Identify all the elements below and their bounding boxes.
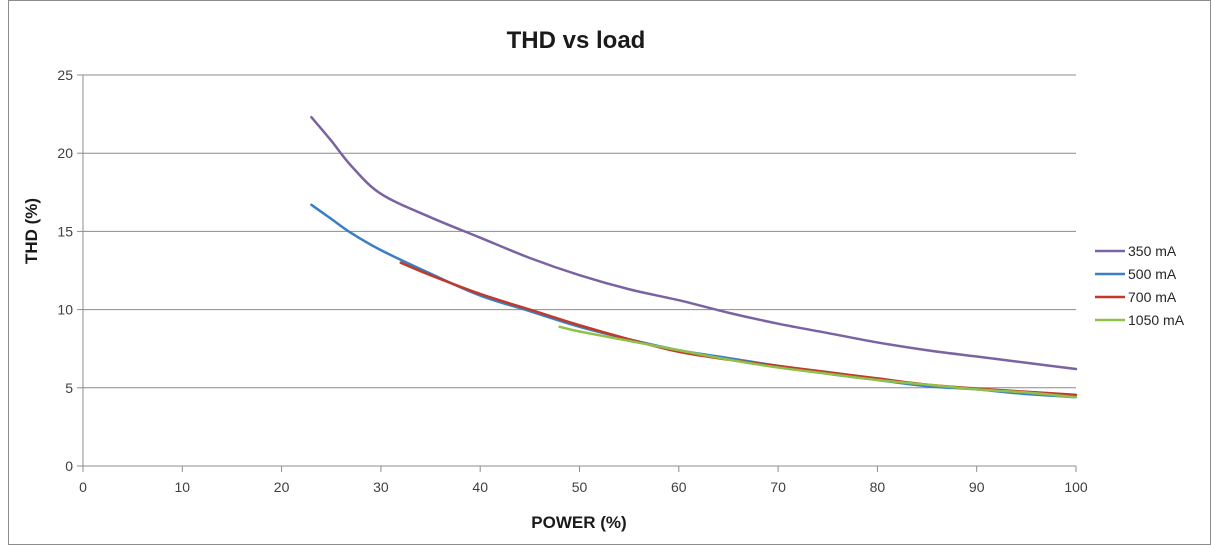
y-tick-label: 0 [65, 458, 73, 474]
thd-line-chart: THD vs load 0 5 10 15 20 25 0 10 20 30 40 50 60 70 80 9… [22, 27, 1185, 532]
x-tick-label: 60 [671, 479, 687, 495]
x-axis-title: POWER (%) [531, 513, 626, 532]
x-tick-label: 0 [79, 479, 87, 495]
x-tick-label: 90 [969, 479, 985, 495]
y-axis-title: THD (%) [22, 198, 41, 264]
x-tick-label: 70 [770, 479, 786, 495]
x-tick-label: 100 [1064, 479, 1088, 495]
x-tick-label: 30 [373, 479, 389, 495]
series-line-500-ma [310, 203, 1078, 399]
y-tick-label: 5 [65, 380, 73, 396]
gridlines [83, 74, 1076, 389]
chart-title: THD vs load [507, 27, 646, 54]
legend-label-1050-ma: 1050 mA [1128, 312, 1185, 328]
x-tick-label: 40 [472, 479, 488, 495]
series-line-700-ma [399, 261, 1078, 397]
x-tick-label: 80 [870, 479, 886, 495]
x-tick-label: 20 [274, 479, 290, 495]
axes [77, 74, 1077, 472]
y-tick-label: 15 [57, 223, 73, 239]
series-line-1050-ma [558, 325, 1078, 399]
legend-label-700-ma: 700 mA [1128, 289, 1177, 305]
legend-label-500-ma: 500 mA [1128, 266, 1177, 282]
y-tick-label: 10 [57, 302, 73, 318]
y-tick-label: 20 [57, 145, 73, 161]
x-tick-label: 50 [572, 479, 588, 495]
y-tick-label: 25 [57, 67, 73, 83]
series-line-350-ma [310, 115, 1078, 371]
legend: 350 mA 500 mA 700 mA 1050 mA [1095, 243, 1185, 328]
chart-frame: THD vs load 0 5 10 15 20 25 0 10 20 30 40 50 60 70 80 9… [8, 0, 1211, 545]
series-lines [310, 115, 1078, 399]
legend-label-350-ma: 350 mA [1128, 243, 1177, 259]
tick-labels: 0 5 10 15 20 25 0 10 20 30 40 50 60 70 80 90 100 [57, 67, 1087, 495]
x-tick-label: 10 [175, 479, 191, 495]
